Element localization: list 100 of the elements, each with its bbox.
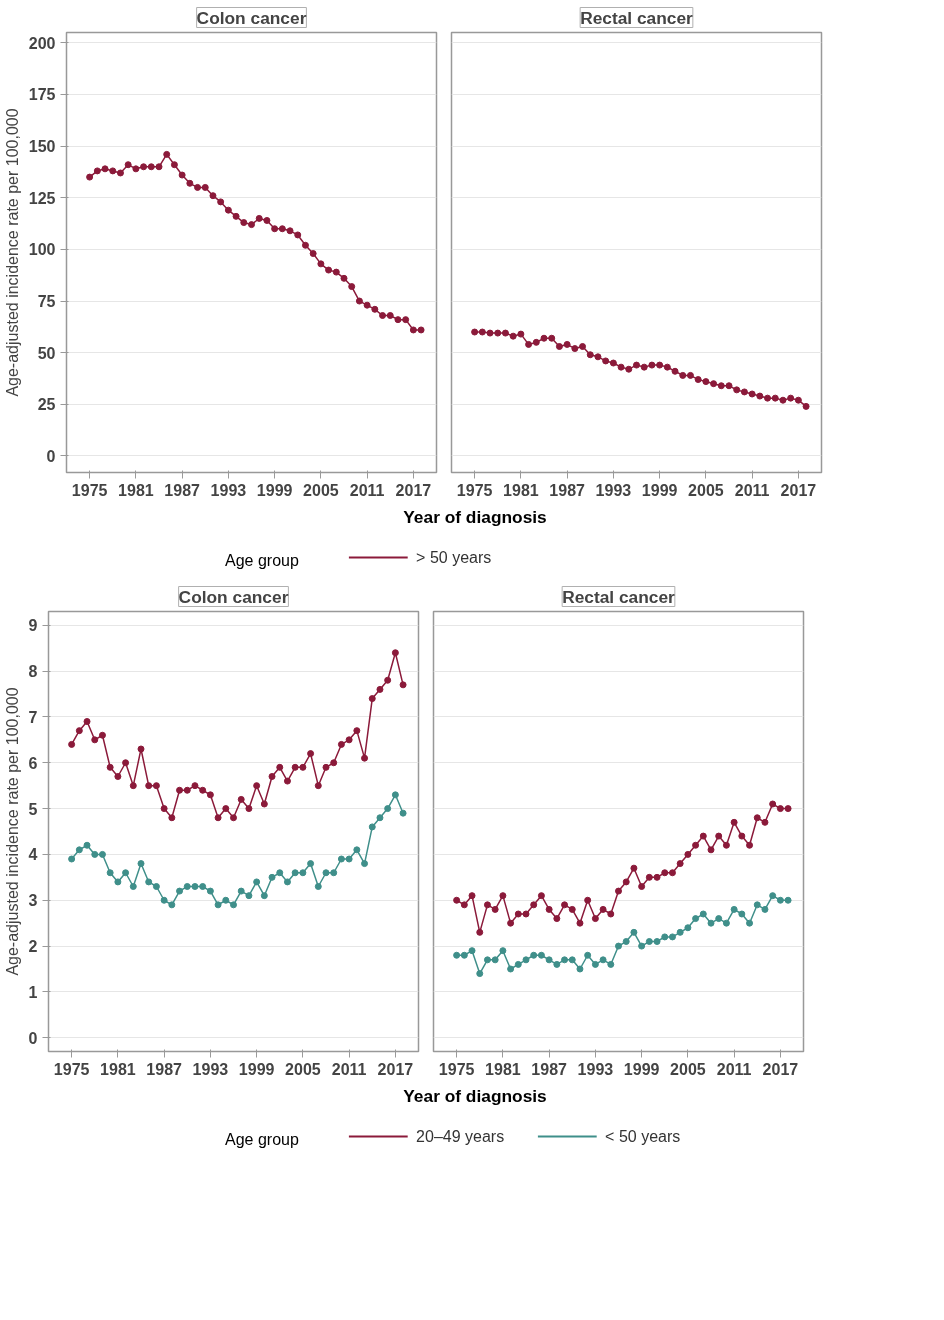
y-tick-label: 125 xyxy=(28,189,56,207)
point xyxy=(715,914,723,922)
x-axis-title: Year of diagnosis xyxy=(403,1084,547,1108)
y-tick-label: 8 xyxy=(28,662,38,680)
point xyxy=(553,960,561,968)
x-tick-label: 2005 xyxy=(303,481,339,499)
point xyxy=(715,832,723,840)
x-tick-label: 2017 xyxy=(762,1060,799,1078)
x-tick-label: 2017 xyxy=(377,1060,414,1078)
point xyxy=(368,823,376,831)
point xyxy=(486,329,494,337)
y-tick-label: 5 xyxy=(28,800,38,818)
y-tick-label: 25 xyxy=(37,396,56,414)
point xyxy=(75,846,83,854)
point xyxy=(753,814,761,821)
point xyxy=(661,933,669,941)
y-tick-label: 50 xyxy=(37,344,56,362)
point xyxy=(209,192,217,200)
point xyxy=(129,781,137,789)
point xyxy=(237,887,245,895)
point xyxy=(738,910,746,918)
point xyxy=(638,882,646,890)
point xyxy=(322,763,330,771)
point xyxy=(684,924,692,931)
point xyxy=(609,359,617,367)
point xyxy=(730,818,738,826)
y-tick-label: 175 xyxy=(28,86,56,104)
point xyxy=(114,878,122,886)
point xyxy=(769,800,777,808)
point xyxy=(653,873,661,881)
point xyxy=(787,394,795,402)
point xyxy=(155,163,163,171)
point xyxy=(676,859,684,867)
point xyxy=(283,878,291,886)
point xyxy=(317,260,325,268)
legend-title: Age group xyxy=(225,1129,299,1150)
point xyxy=(114,772,122,780)
point xyxy=(386,312,394,319)
y-tick-label: 4 xyxy=(28,846,38,864)
y-tick-label: 200 xyxy=(28,34,56,52)
point xyxy=(271,225,279,233)
x-tick-label: 1999 xyxy=(641,481,678,499)
point xyxy=(633,361,640,369)
point xyxy=(630,928,638,936)
y-tick-label: 7 xyxy=(28,708,38,726)
legend-label: > 50 years xyxy=(416,548,492,566)
point xyxy=(163,150,171,158)
point xyxy=(176,887,184,895)
point xyxy=(399,681,407,689)
x-tick-label: 1981 xyxy=(118,481,154,499)
point xyxy=(83,717,91,725)
x-tick-label: 2011 xyxy=(734,481,770,499)
point xyxy=(725,382,733,390)
point xyxy=(140,163,148,171)
point xyxy=(307,749,315,757)
point xyxy=(230,814,237,821)
point xyxy=(522,956,530,964)
point xyxy=(668,869,676,876)
point xyxy=(761,818,769,826)
point xyxy=(355,297,363,305)
point xyxy=(584,896,592,904)
point xyxy=(617,363,625,371)
point xyxy=(361,754,369,762)
point xyxy=(263,216,271,224)
point xyxy=(501,329,509,337)
point xyxy=(483,956,491,964)
point xyxy=(645,937,653,945)
point xyxy=(137,859,145,867)
y-tick-label: 3 xyxy=(28,892,38,909)
point xyxy=(325,266,333,274)
point xyxy=(622,878,630,886)
point xyxy=(268,873,276,881)
point xyxy=(532,338,540,346)
x-tick-label: 1981 xyxy=(100,1060,136,1078)
chart-title: Colon cancer xyxy=(178,586,289,607)
legend-title: Age group xyxy=(225,550,299,571)
point xyxy=(348,283,356,291)
point xyxy=(460,951,468,959)
point xyxy=(68,740,76,748)
point xyxy=(106,763,114,771)
point xyxy=(178,171,186,179)
point xyxy=(98,850,106,858)
point xyxy=(622,937,630,945)
point xyxy=(291,869,299,876)
point xyxy=(101,165,109,173)
point xyxy=(160,804,168,812)
point xyxy=(591,914,599,922)
point xyxy=(299,763,307,771)
point xyxy=(545,956,553,964)
point xyxy=(591,960,599,968)
x-tick-label: 2011 xyxy=(331,1060,367,1078)
point xyxy=(391,791,399,799)
point xyxy=(224,206,232,214)
point xyxy=(394,316,402,324)
point xyxy=(645,873,653,881)
point xyxy=(764,394,772,402)
point xyxy=(245,891,253,899)
point xyxy=(740,388,748,396)
point xyxy=(555,343,563,350)
point xyxy=(245,804,253,812)
